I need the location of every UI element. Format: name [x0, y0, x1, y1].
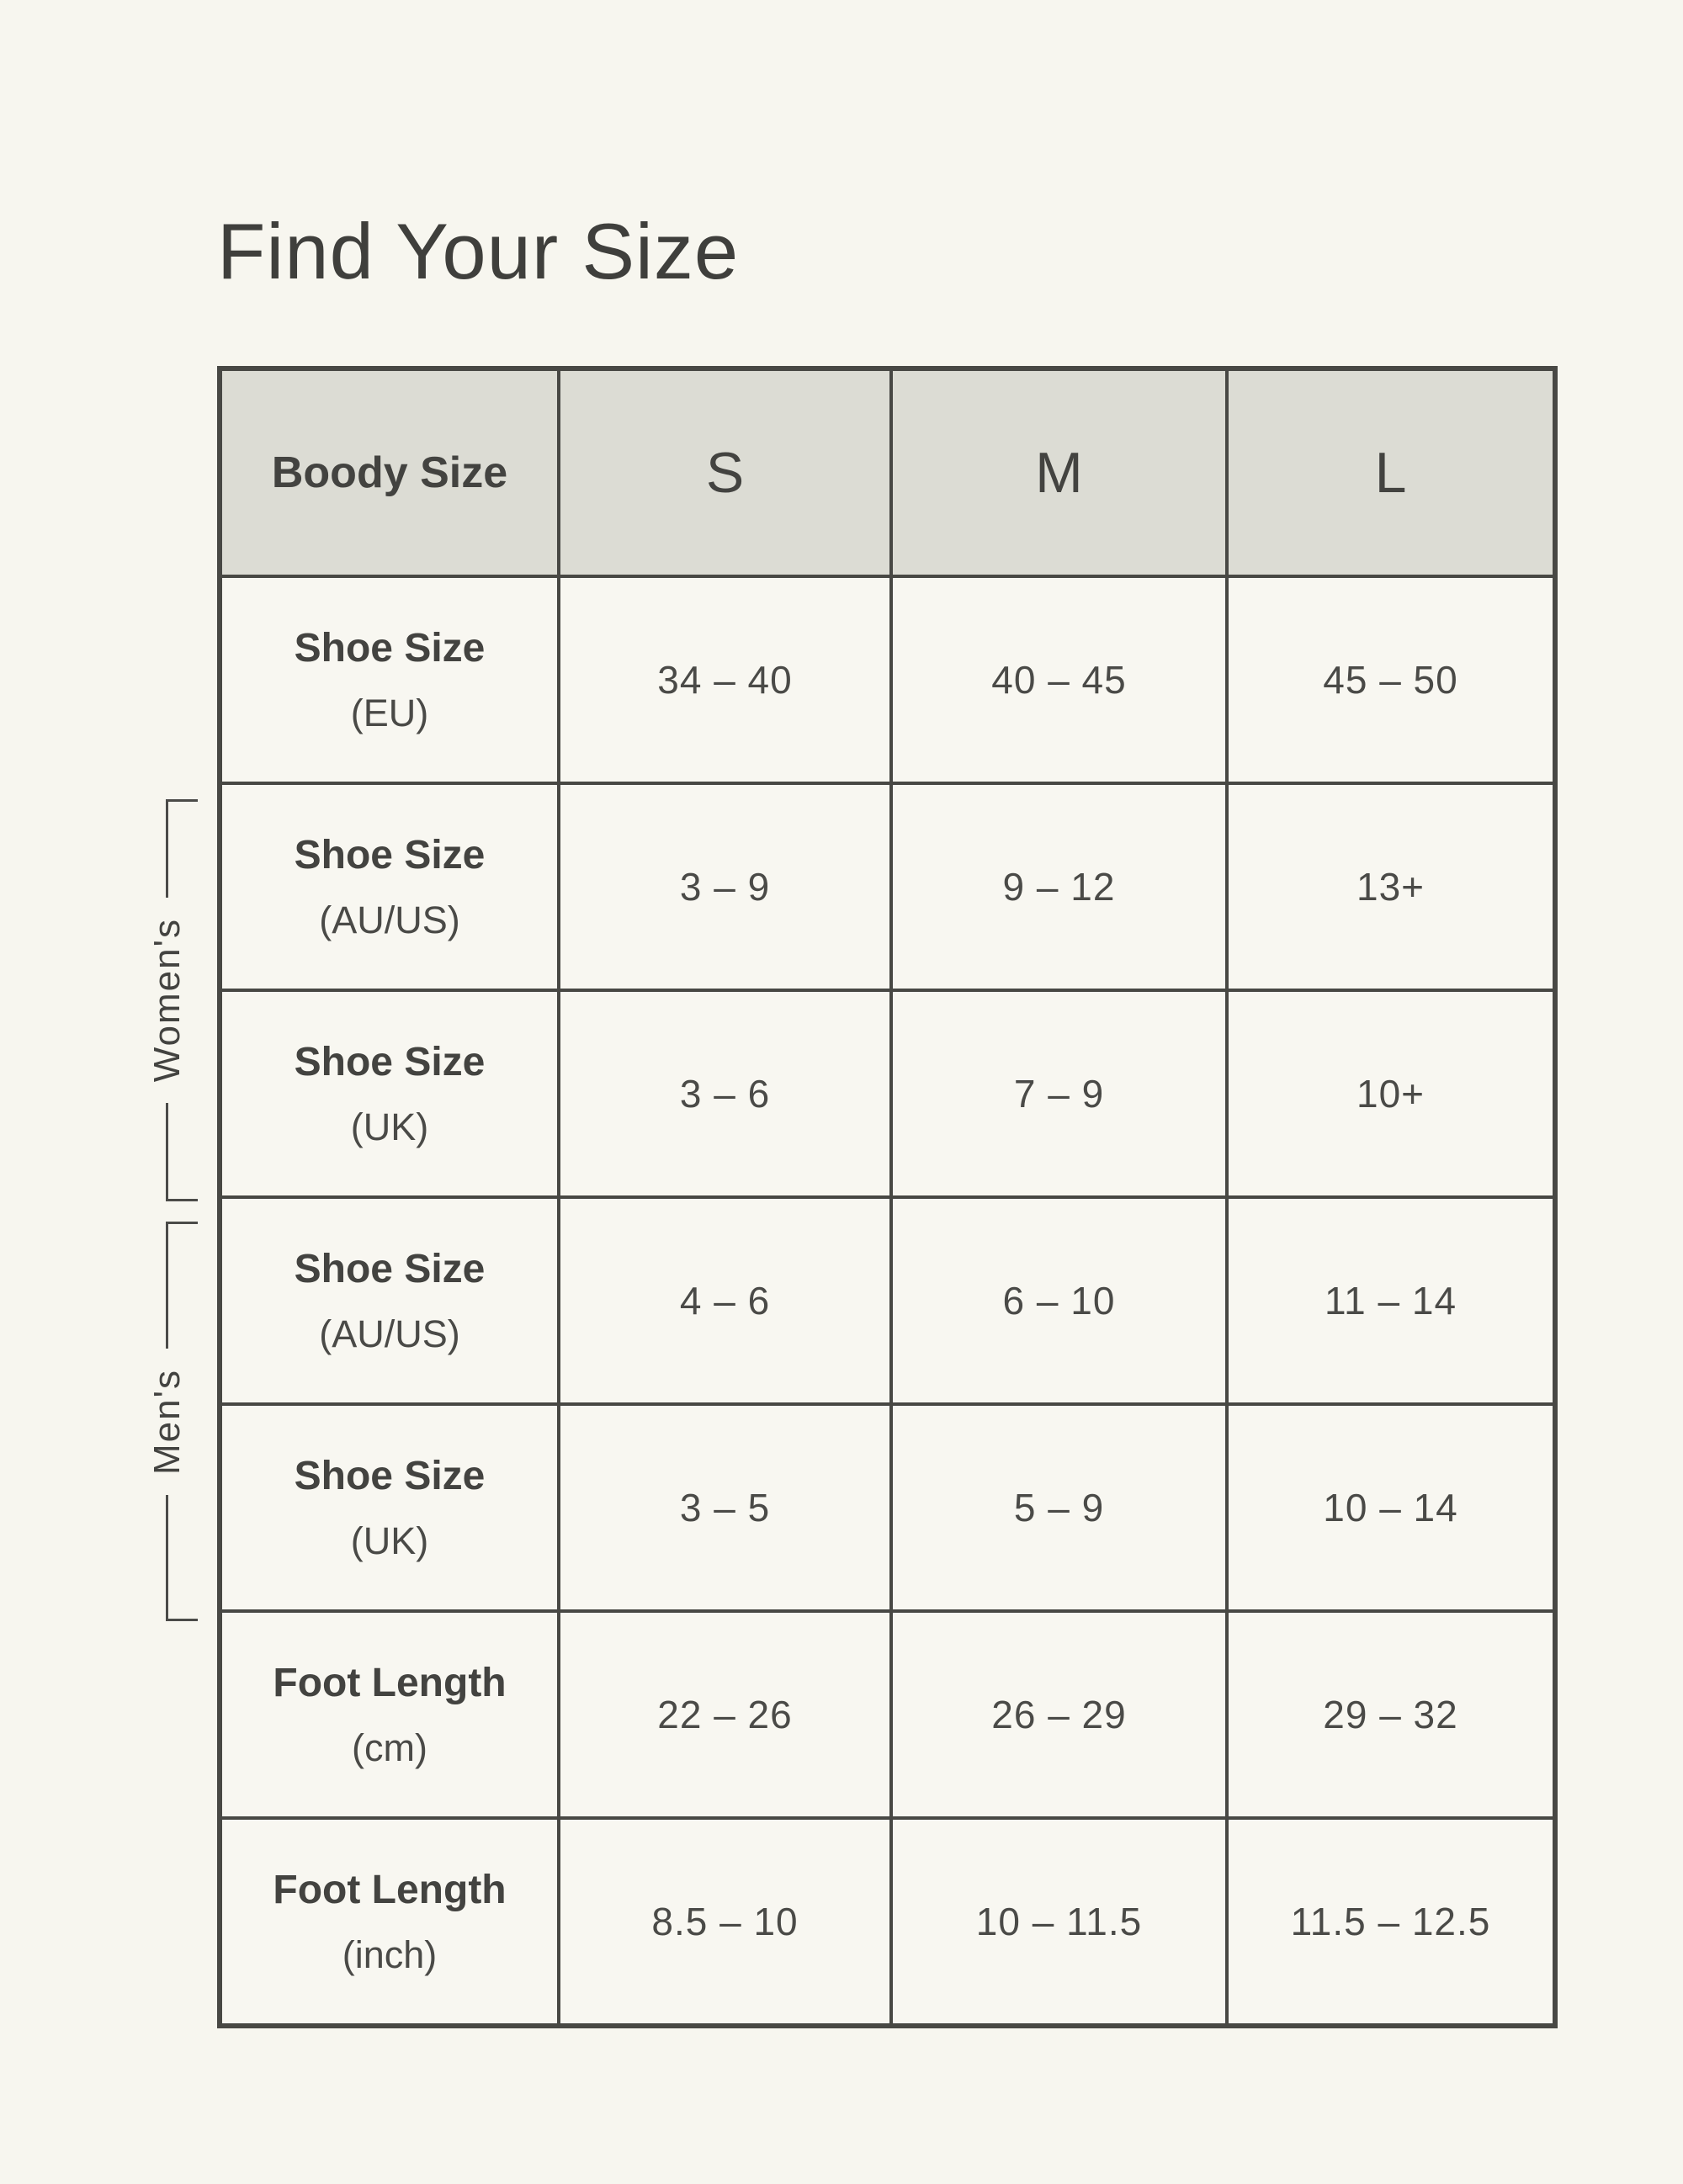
table-row-shoe-eu: Shoe Size (EU) 34 – 40 40 – 45 45 – 50: [218, 575, 1557, 785]
cell-value: 40 – 45: [991, 658, 1127, 702]
cell-value: 6 – 10: [1002, 1279, 1116, 1323]
cell-value: 10 – 11.5: [975, 1900, 1143, 1943]
header-corner-label: Boody Size: [271, 448, 508, 497]
cell-value: 13+: [1356, 865, 1426, 909]
row-label: Shoe Size: [294, 1039, 486, 1084]
cell-value: 3 – 6: [679, 1072, 771, 1116]
womens-group-bracket: Women's: [146, 799, 201, 1202]
bracket-line-bottom: [166, 1102, 168, 1200]
womens-group-label: Women's: [146, 918, 188, 1083]
row-sublabel: (UK): [350, 1519, 429, 1562]
cell-mens-auus-m: 6 – 10: [889, 1195, 1229, 1406]
page-title: Find Your Size: [217, 206, 740, 295]
cell-value: 26 – 29: [991, 1693, 1127, 1736]
table-row-womens-auus: Shoe Size (AU/US) 3 – 9 9 – 12 13+: [218, 782, 1557, 992]
cell-shoe-eu-s: 34 – 40: [557, 575, 893, 785]
bracket-tick-bottom: [166, 1619, 198, 1621]
cell-value: 10+: [1356, 1072, 1426, 1116]
cell-value: 9 – 12: [1002, 865, 1116, 909]
cell-value: 7 – 9: [1013, 1072, 1105, 1116]
bracket-tick-bottom: [166, 1199, 198, 1202]
cell-value: 3 – 5: [679, 1486, 771, 1529]
cell-womens-auus-m: 9 – 12: [889, 782, 1229, 992]
row-label-cell: Shoe Size (UK): [218, 1402, 560, 1613]
bracket-tick-top: [166, 1222, 198, 1224]
table-row-foot-cm: Foot Length (cm) 22 – 26 26 – 29 29 – 32: [218, 1609, 1557, 1820]
bracket-line-bottom: [166, 1494, 168, 1619]
header-row: Boody Size S M L: [218, 367, 1557, 578]
header-size-l-label: L: [1374, 441, 1407, 505]
cell-womens-uk-l: 10+: [1225, 989, 1557, 1199]
cell-womens-auus-l: 13+: [1225, 782, 1557, 992]
cell-value: 11.5 – 12.5: [1290, 1900, 1491, 1943]
cell-value: 34 – 40: [657, 658, 793, 702]
cell-foot-inch-s: 8.5 – 10: [557, 1816, 893, 2028]
header-size-s-cell: S: [557, 367, 893, 578]
cell-value: 11 – 14: [1324, 1279, 1457, 1323]
cell-value: 8.5 – 10: [651, 1900, 799, 1943]
cell-value: 45 – 50: [1323, 658, 1458, 702]
cell-value: 10 – 14: [1323, 1486, 1458, 1529]
cell-foot-inch-m: 10 – 11.5: [889, 1816, 1229, 2028]
mens-group-bracket: Men's: [146, 1222, 201, 1621]
cell-mens-auus-s: 4 – 6: [557, 1195, 893, 1406]
row-label-cell: Shoe Size (EU): [218, 575, 560, 785]
row-label-cell: Shoe Size (AU/US): [218, 1195, 560, 1406]
row-label: Shoe Size: [294, 1246, 486, 1291]
header-size-m-label: M: [1035, 441, 1083, 505]
row-sublabel: (UK): [350, 1105, 429, 1148]
cell-value: 29 – 32: [1323, 1693, 1458, 1736]
table-row-womens-uk: Shoe Size (UK) 3 – 6 7 – 9 10+: [218, 989, 1557, 1199]
row-label-cell: Shoe Size (AU/US): [218, 782, 560, 992]
row-sublabel: (AU/US): [319, 898, 460, 941]
cell-mens-auus-l: 11 – 14: [1225, 1195, 1557, 1406]
bracket-line-top: [166, 1224, 168, 1349]
header-size-m-cell: M: [889, 367, 1229, 578]
cell-value: 3 – 9: [679, 865, 771, 909]
row-label: Foot Length: [273, 1660, 507, 1705]
cell-womens-auus-s: 3 – 9: [557, 782, 893, 992]
table-row-mens-uk: Shoe Size (UK) 3 – 5 5 – 9 10 – 14: [218, 1402, 1557, 1613]
cell-foot-inch-l: 11.5 – 12.5: [1225, 1816, 1557, 2028]
size-chart-table: Boody Size S M L Shoe Size (EU) 34 – 40 …: [217, 366, 1558, 2028]
row-label-cell: Shoe Size (UK): [218, 989, 560, 1199]
row-label: Shoe Size: [294, 1453, 486, 1498]
header-size-l-cell: L: [1225, 367, 1557, 578]
cell-mens-uk-l: 10 – 14: [1225, 1402, 1557, 1613]
header-corner-cell: Boody Size: [218, 367, 560, 578]
cell-mens-uk-m: 5 – 9: [889, 1402, 1229, 1613]
cell-shoe-eu-m: 40 – 45: [889, 575, 1229, 785]
row-sublabel: (inch): [342, 1932, 438, 1976]
row-label: Foot Length: [273, 1867, 507, 1912]
cell-womens-uk-m: 7 – 9: [889, 989, 1229, 1199]
cell-foot-cm-s: 22 – 26: [557, 1609, 893, 1820]
row-sublabel: (AU/US): [319, 1312, 460, 1355]
cell-foot-cm-m: 26 – 29: [889, 1609, 1229, 1820]
row-label-cell: Foot Length (inch): [218, 1816, 560, 2028]
table-row-foot-inch: Foot Length (inch) 8.5 – 10 10 – 11.5 11…: [218, 1816, 1557, 2028]
cell-value: 5 – 9: [1013, 1486, 1105, 1529]
row-label-cell: Foot Length (cm): [218, 1609, 560, 1820]
row-sublabel: (cm): [352, 1725, 427, 1769]
cell-value: 22 – 26: [657, 1693, 793, 1736]
mens-group-label: Men's: [146, 1368, 188, 1475]
cell-mens-uk-s: 3 – 5: [557, 1402, 893, 1613]
cell-foot-cm-l: 29 – 32: [1225, 1609, 1557, 1820]
row-sublabel: (EU): [350, 691, 429, 734]
row-label: Shoe Size: [294, 832, 486, 877]
bracket-line-top: [166, 802, 168, 899]
table-row-mens-auus: Shoe Size (AU/US) 4 – 6 6 – 10 11 – 14: [218, 1195, 1557, 1406]
cell-value: 4 – 6: [679, 1279, 771, 1323]
cell-shoe-eu-l: 45 – 50: [1225, 575, 1557, 785]
cell-womens-uk-s: 3 – 6: [557, 989, 893, 1199]
bracket-tick-top: [166, 799, 198, 802]
header-size-s-label: S: [705, 441, 745, 505]
row-label: Shoe Size: [294, 625, 486, 671]
